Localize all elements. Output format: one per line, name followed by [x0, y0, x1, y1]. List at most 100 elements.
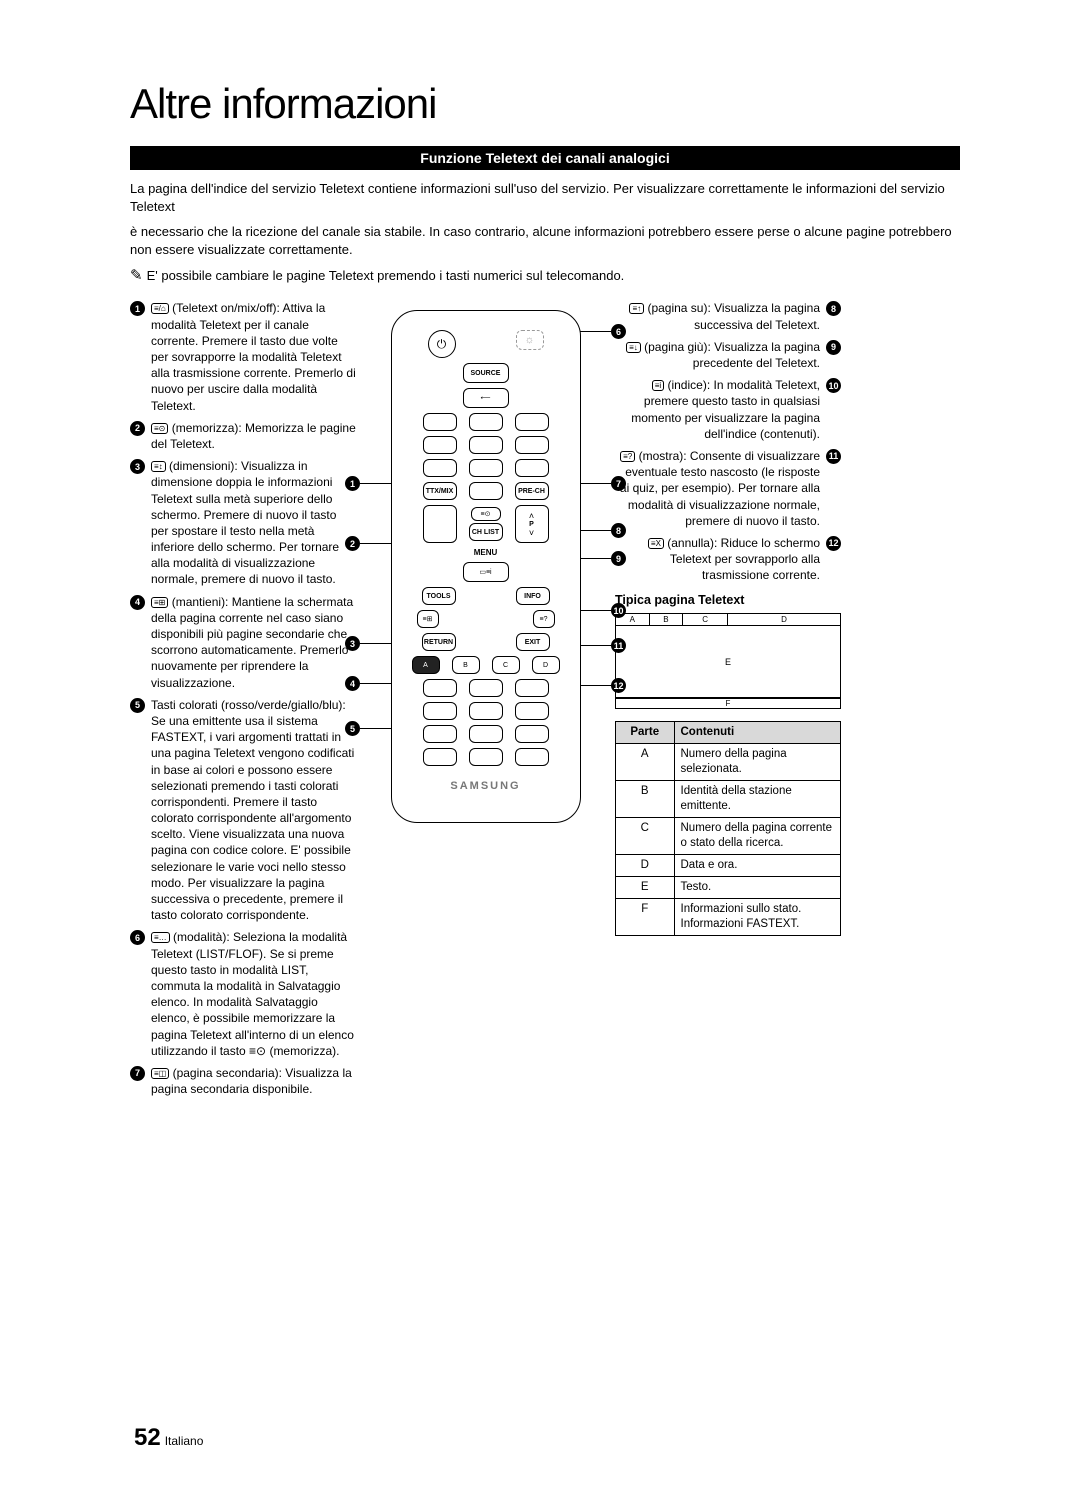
callout-line: [360, 643, 391, 644]
callout-number: 1: [345, 476, 360, 491]
callout-number: 4: [345, 676, 360, 691]
content-cell: Data e ora.: [674, 855, 841, 877]
item-text: ≡X (annulla): Riduce lo schermo Teletext…: [615, 535, 820, 584]
teletext-symbol-icon: ≡◫: [151, 1068, 169, 1079]
table-row: BIdentità della stazione emittente.: [616, 781, 841, 818]
misc-button: [469, 702, 503, 720]
brand-label: SAMSUNG: [402, 780, 570, 792]
misc-button: [469, 725, 503, 743]
item-number: 2: [130, 421, 145, 436]
part-cell: B: [616, 781, 675, 818]
num-button: [423, 459, 457, 477]
item-number: 5: [130, 698, 145, 713]
num-button: [469, 413, 503, 431]
item-number: 10: [826, 378, 841, 393]
part-cell: E: [616, 876, 675, 898]
misc-button: [515, 702, 549, 720]
hold-sub: ≡⊞: [417, 610, 439, 628]
page-num-value: 52: [134, 1424, 161, 1451]
item-text: ≡? (mostra): Consente di visualizzare ev…: [615, 448, 820, 529]
parts-table: Parte Contenuti ANumero della pagina sel…: [615, 721, 841, 935]
red-button: A: [412, 656, 440, 674]
callout-line: [360, 683, 391, 684]
list-item: 10 ≡i (indice): In modalità Teletext, pr…: [615, 377, 841, 442]
list-item: 2 ≡⊙ (memorizza): Memorizza le pagine de…: [130, 420, 356, 452]
num-button: [515, 413, 549, 431]
right-column: 8 ≡↑ (pagina su): Visualizza la pagina s…: [615, 300, 841, 1103]
table-row: ANumero della pagina selezionata.: [616, 744, 841, 781]
misc-button: [515, 679, 549, 697]
num-button: [469, 436, 503, 454]
callout-line: [580, 685, 611, 686]
preview-c: C: [683, 614, 728, 625]
misc-button: [423, 679, 457, 697]
exit-button: EXIT: [516, 633, 550, 651]
part-cell: F: [616, 898, 675, 935]
callout-line: [580, 483, 611, 484]
teletext-symbol-icon: ≡⊙: [151, 423, 168, 434]
misc-button: [423, 748, 457, 766]
item-number: 1: [130, 301, 145, 316]
num-button: [423, 436, 457, 454]
part-cell: D: [616, 855, 675, 877]
list-item: 3 ≡↕ (dimensioni): Visualizza in dimensi…: [130, 458, 356, 588]
list-item: 7 ≡◫ (pagina secondaria): Visualizza la …: [130, 1065, 356, 1097]
list-item: 9 ≡↓ (pagina giù): Visualizza la pagina …: [615, 339, 841, 371]
remote-diagram: ⏻ ☼ SOURCE ⟵ TTX/MIX PRE-CH ≡⊙ CH LIST ˄…: [391, 310, 581, 823]
item-number: 7: [130, 1066, 145, 1081]
parts-header-part: Parte: [616, 722, 675, 744]
list-item: 1 ≡/⌂ (Teletext on/mix/off): Attiva la m…: [130, 300, 356, 413]
teletext-symbol-icon: ≡↕: [151, 461, 166, 472]
teletext-preview-title: Tipica pagina Teletext: [615, 593, 841, 607]
num-button: [515, 436, 549, 454]
misc-button: [469, 679, 503, 697]
item-text: Tasti colorati (rosso/verde/giallo/blu):…: [151, 697, 356, 924]
note-icon: ✎: [130, 267, 143, 284]
teletext-symbol-icon: ≡…: [151, 932, 170, 943]
item-text: ≡⊞ (mantieni): Mantiene la schermata del…: [151, 594, 356, 691]
num-button: [469, 482, 503, 500]
middle-column: ⏻ ☼ SOURCE ⟵ TTX/MIX PRE-CH ≡⊙ CH LIST ˄…: [374, 300, 597, 1103]
item-text: ≡↑ (pagina su): Visualizza la pagina suc…: [615, 300, 820, 332]
callout-number: 3: [345, 636, 360, 651]
page-number: 52Italiano: [130, 1424, 203, 1452]
content-cell: Informazioni sullo stato. Informazioni F…: [674, 898, 841, 935]
callout-line: [580, 645, 611, 646]
item-text: ≡◫ (pagina secondaria): Visualizza la pa…: [151, 1065, 356, 1097]
section-banner: Funzione Teletext dei canali analogici: [130, 146, 960, 170]
teletext-symbol-icon: ≡?: [620, 451, 635, 462]
item-text: ≡/⌂ (Teletext on/mix/off): Attiva la mod…: [151, 300, 356, 413]
list-item: 8 ≡↑ (pagina su): Visualizza la pagina s…: [615, 300, 841, 332]
intro-paragraph-2: è necessario che la ricezione del canale…: [130, 223, 960, 258]
return-button: RETURN: [422, 633, 456, 651]
num-button: [515, 459, 549, 477]
p-rocker: ˄P˅: [515, 505, 549, 543]
item-number: 8: [826, 301, 841, 316]
source-button: SOURCE: [463, 363, 509, 383]
callout-line: [360, 483, 391, 484]
list-item: 6 ≡… (modalità): Seleziona la modalità T…: [130, 929, 356, 1059]
tools-button: TOOLS: [422, 587, 456, 605]
chlist-button: CH LIST: [469, 523, 503, 541]
misc-button: [515, 725, 549, 743]
item-number: 6: [130, 930, 145, 945]
content-cell: Testo.: [674, 876, 841, 898]
yellow-button: C: [492, 656, 520, 674]
item-number: 3: [130, 459, 145, 474]
power-button: ⏻: [428, 330, 456, 358]
preview-e: E: [616, 626, 840, 698]
menu-button: ▭≡i: [463, 562, 509, 582]
callout-line: [360, 543, 391, 544]
item-number: 9: [826, 340, 841, 355]
callout-line: [580, 558, 611, 559]
callout-line: [360, 728, 391, 729]
preview-f: F: [616, 698, 840, 708]
callout-line: [580, 610, 611, 611]
teletext-symbol-icon: ≡X: [648, 538, 664, 549]
content-cell: Numero della pagina selezionata.: [674, 744, 841, 781]
preview-b: B: [650, 614, 684, 625]
teletext-symbol-icon: ≡↓: [626, 342, 641, 353]
item-text: ≡… (modalità): Seleziona la modalità Tel…: [151, 929, 356, 1059]
misc-button: [515, 748, 549, 766]
callout-line: [580, 530, 611, 531]
